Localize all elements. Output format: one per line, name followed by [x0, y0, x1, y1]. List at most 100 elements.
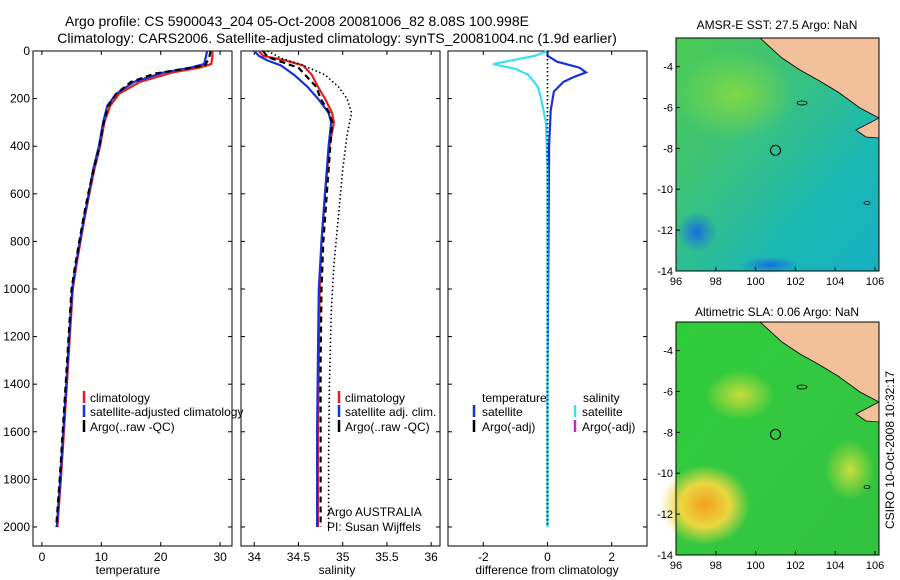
sst-argo-marker	[770, 144, 781, 156]
temperature-axes-frame	[32, 50, 233, 547]
map-y-tick-label: -10	[657, 468, 673, 480]
salinity-xlabel: salinity	[319, 563, 356, 577]
sst-map-panel: AMSR-E SST: 27.5 Argo: NaN	[657, 18, 884, 288]
figure-title-line1: Argo profile: CS 5900043_204 05-Oct-2008…	[65, 13, 529, 29]
temperature-xlabel: temperature	[96, 563, 161, 577]
legend-label-temperature-satellite: satellite	[482, 405, 523, 419]
series-argo-raw-qc-	[262, 50, 334, 527]
map-y-tick-label: -12	[657, 509, 673, 521]
legend-label-climatology: climatology	[345, 391, 405, 405]
figure-title-line2: Climatology: CARS2006. Satellite-adjuste…	[57, 30, 617, 46]
series-satellite-adj-clim-	[253, 50, 333, 527]
x-tick-label: 0	[544, 550, 551, 564]
map-y-tick-label: -12	[657, 225, 673, 237]
credit-line2: PI: Susan Wijffels	[327, 520, 421, 534]
x-tick-label: 34.5	[287, 550, 311, 564]
y-tick-label: 1400	[3, 377, 30, 391]
map-x-tick-label: 96	[670, 276, 682, 288]
map-x-tick-label: 100	[746, 560, 764, 572]
legend-heading-salinity: salinity	[583, 391, 620, 405]
legend-label-climatology: climatology	[90, 391, 150, 405]
x-tick-label: 36	[424, 550, 438, 564]
y-tick-label: 800	[10, 234, 30, 248]
sla-island-east	[863, 485, 871, 489]
sst-map-title: AMSR-E SST: 27.5 Argo: NaN	[697, 18, 858, 32]
map-y-tick-label: -8	[663, 143, 673, 155]
map-x-tick-label: 102	[786, 560, 804, 572]
sst-map-ticks: 96 98 100 102 104 106 -4 -6 -8 -10 -12 -14	[657, 62, 884, 288]
x-tick-label: 2	[608, 550, 615, 564]
map-x-tick-label: 98	[710, 276, 722, 288]
x-tick-label: 34	[248, 550, 262, 564]
legend-label-salinity-argo: Argo(-adj)	[582, 420, 635, 434]
temperature-ticks: 0 10 20 30 0 200 400 600 800 1000 1200 1400 1600 1800…	[3, 44, 232, 564]
y-tick-label: 1000	[3, 282, 30, 296]
x-tick-label: 20	[154, 550, 168, 564]
salinity-axes-frame	[240, 50, 441, 547]
map-x-tick-label: 104	[826, 276, 844, 288]
map-x-tick-label: 104	[826, 560, 844, 572]
series-salinity-satellite	[492, 49, 549, 527]
map-y-tick-label: -4	[663, 62, 673, 74]
series-argo-raw-qc-	[55, 50, 212, 528]
map-y-tick-label: -6	[663, 102, 673, 114]
map-y-tick-label: -10	[657, 184, 673, 196]
x-tick-label: 0	[39, 550, 46, 564]
salinity-panel: 34 34.5 35 35.5 36 salinity climatology sate…	[240, 50, 441, 577]
map-y-tick-label: -14	[657, 550, 673, 562]
legend-label-salinity-satellite: satellite	[582, 405, 623, 419]
y-tick-label: 400	[10, 139, 30, 153]
side-timestamp: CSIRO 10-Oct-2008 10:32:17	[883, 371, 897, 529]
series-climatology	[56, 51, 214, 528]
x-tick-label: -2	[478, 550, 489, 564]
map-x-tick-label: 106	[866, 276, 884, 288]
y-tick-label: 1800	[3, 472, 30, 486]
sla-map-title: Altimetric SLA: 0.06 Argo: NaN	[695, 305, 859, 319]
map-x-tick-label: 106	[866, 560, 884, 572]
difference-ticks: -2 0 2	[448, 50, 647, 564]
legend-label-satellite: satellite-adjusted climatology	[90, 405, 243, 419]
difference-xlabel: difference from climatology	[475, 563, 618, 577]
salinity-ticks: 34 34.5 35 35.5 36	[241, 50, 440, 564]
credit-line1: Argo AUSTRALIA	[327, 505, 422, 519]
x-tick-label: 35	[336, 550, 350, 564]
salinity-legend: climatology satellite adj. clim. Argo(..…	[337, 391, 436, 434]
salinity-lines	[253, 50, 353, 527]
sst-island	[796, 100, 808, 106]
map-y-tick-label: -4	[663, 346, 673, 358]
map-x-tick-label: 98	[710, 560, 722, 572]
difference-lines	[492, 49, 589, 527]
y-tick-label: 1600	[3, 425, 30, 439]
map-x-tick-label: 100	[746, 276, 764, 288]
temperature-lines	[55, 50, 214, 528]
sla-yellow-patch-2	[825, 440, 875, 500]
y-tick-label: 1200	[3, 330, 30, 344]
y-tick-label: 2000	[3, 520, 30, 534]
x-tick-label: 35.5	[375, 550, 399, 564]
sla-map-panel: Altimetric SLA: 0.06 Argo: NaN 96 98 100 10…	[657, 305, 884, 572]
difference-legend: temperature satellite Argo(-adj) salinit…	[472, 391, 635, 434]
difference-panel: -2 0 2 difference from climatology tempera…	[447, 49, 648, 577]
sst-map-frame	[675, 37, 880, 272]
sla-warm-patch	[660, 465, 750, 545]
legend-heading-temperature: temperature	[482, 391, 547, 405]
legend-label-argo: Argo(..raw -QC)	[90, 420, 175, 434]
sla-island	[796, 384, 808, 390]
y-tick-label: 0	[23, 44, 30, 58]
series-climatology	[257, 50, 336, 527]
series-temperature-satellite	[546, 51, 589, 527]
sst-warm-patch	[675, 50, 795, 140]
map-y-tick-label: -8	[663, 427, 673, 439]
sst-island-east	[863, 201, 871, 205]
x-tick-label: 10	[95, 550, 109, 564]
sla-yellow-patch	[705, 370, 775, 420]
series-satellite-adjusted-climatology	[55, 50, 209, 528]
x-tick-label: 30	[213, 550, 227, 564]
sla-argo-marker	[770, 428, 781, 440]
legend-label-temperature-argo: Argo(-adj)	[482, 420, 535, 434]
map-y-tick-label: -14	[657, 266, 673, 278]
sst-cold-patch	[677, 212, 717, 252]
legend-label-satellite: satellite adj. clim.	[345, 405, 436, 419]
legend-label-argo: Argo(..raw -QC)	[345, 420, 430, 434]
